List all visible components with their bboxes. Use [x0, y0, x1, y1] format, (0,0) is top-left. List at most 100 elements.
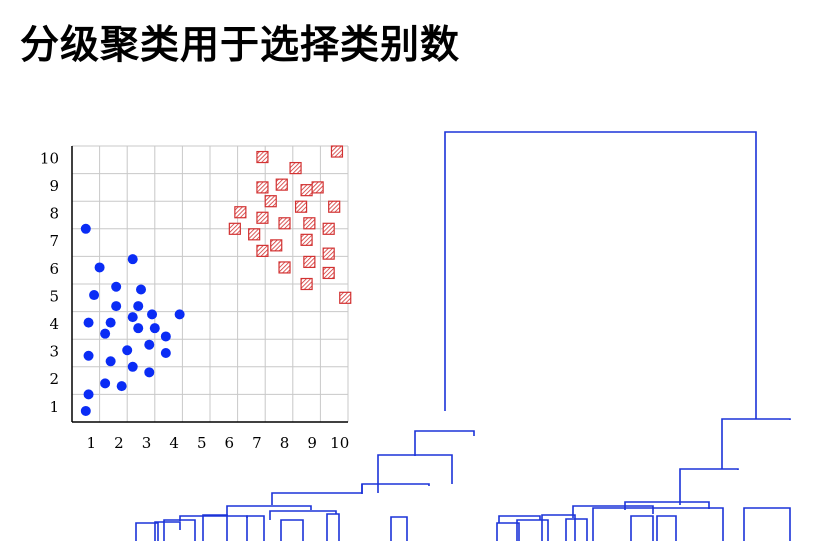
cluster-b-point: [330, 145, 344, 158]
y-tick-label: 6: [49, 260, 59, 278]
cluster-a-point: [80, 223, 91, 234]
plot-axes: [71, 146, 348, 423]
cluster-a-point: [144, 367, 155, 378]
dendrogram-link: [592, 507, 724, 541]
cluster-a-point: [127, 312, 138, 323]
cluster-a-point: [133, 323, 144, 334]
cluster-b-point: [289, 161, 302, 175]
cluster-b-point: [278, 217, 291, 230]
dendrogram-link: [271, 484, 363, 505]
cluster-b-point: [275, 178, 288, 191]
cluster-a-point: [147, 309, 158, 320]
cluster-b-point: [228, 222, 241, 235]
cluster-a-point: [100, 378, 111, 389]
cluster-b-point: [322, 222, 335, 235]
cluster-a-point: [122, 345, 133, 356]
y-tick-labels: 1 2 3 4 5 6 7 8 9 10: [40, 149, 59, 415]
cluster-a-point: [111, 281, 122, 292]
x-tick-labels: 1 2 3 4 5 6 7 8 9 10: [87, 434, 350, 452]
y-tick-label: 4: [49, 315, 59, 333]
dendrogram-link: [721, 418, 791, 469]
data-points: [80, 145, 352, 416]
dendrogram-link: [516, 519, 549, 541]
cluster-a-point: [133, 301, 144, 312]
cluster-a-point: [160, 348, 171, 358]
cluster-b-point: [303, 217, 316, 230]
x-tick-label: 10: [330, 434, 349, 452]
cluster-a-point: [105, 356, 116, 367]
x-tick-label: 2: [114, 434, 124, 452]
dendrogram-link: [163, 519, 196, 541]
dendrogram-link: [414, 430, 475, 456]
dendrogram-link: [679, 468, 739, 505]
dendrogram-link: [630, 515, 654, 541]
cluster-b-point: [270, 239, 283, 252]
dendrogram-link: [572, 505, 654, 518]
cluster-b-point: [300, 233, 313, 246]
y-tick-label: 9: [49, 177, 59, 195]
slide-title: 分级聚类用于选择类别数: [20, 23, 461, 68]
cluster-b-point: [234, 206, 247, 219]
cluster-a-point: [105, 317, 116, 328]
cluster-b-point: [328, 200, 341, 213]
cluster-b-point: [278, 261, 291, 274]
cluster-b-point: [300, 277, 313, 291]
dendrogram-link: [361, 483, 430, 494]
cluster-b-point: [256, 181, 269, 194]
cluster-a-point: [111, 301, 122, 312]
cluster-b-point: [322, 266, 335, 280]
dendrogram-link: [565, 518, 588, 541]
x-tick-label: 9: [307, 434, 317, 452]
x-tick-label: 1: [87, 434, 97, 452]
cluster-b-point: [264, 195, 277, 208]
cluster-b-point: [300, 184, 313, 197]
cluster-a-point: [144, 339, 155, 350]
cluster-b-point: [303, 255, 316, 269]
cluster-b-point: [311, 181, 324, 194]
cluster-a-point: [149, 323, 160, 334]
cluster-a-point: [94, 262, 105, 273]
cluster-b-point: [256, 211, 269, 224]
cluster-a-point: [83, 350, 94, 361]
dendrogram-link: [390, 516, 408, 541]
cluster-b-point: [256, 150, 269, 164]
cluster-b-point: [256, 244, 269, 257]
cluster-a-point: [127, 361, 138, 372]
cluster-a-point: [116, 381, 127, 392]
dendrogram-link: [541, 514, 576, 541]
dendrogram-link: [444, 131, 757, 419]
dendrogram-link: [246, 515, 265, 541]
x-tick-label: 5: [197, 434, 207, 452]
y-tick-label: 10: [40, 149, 59, 167]
dendrogram-link: [326, 513, 340, 541]
dendrogram-link: [135, 522, 159, 541]
cluster-b-point: [248, 228, 261, 241]
dendrogram-link: [202, 514, 228, 541]
dendrogram-link: [226, 505, 312, 516]
cluster-a-point: [127, 254, 138, 265]
dendrogram-link: [280, 519, 304, 541]
x-tick-label: 6: [225, 434, 235, 452]
cluster-a-point: [80, 405, 91, 416]
cluster-a-point: [100, 328, 111, 339]
cluster-a-point: [160, 331, 171, 342]
x-tick-label: 4: [169, 434, 179, 452]
x-tick-label: 3: [142, 434, 152, 452]
y-tick-label: 5: [49, 287, 59, 305]
cluster-a-point: [89, 290, 100, 301]
cluster-a-point: [136, 284, 146, 295]
dendrogram-link: [377, 454, 453, 493]
y-tick-label: 8: [49, 205, 59, 223]
x-tick-label: 7: [252, 434, 262, 452]
dendrogram-link: [656, 515, 677, 541]
dendrogram-link: [743, 507, 791, 541]
cluster-a-point: [83, 317, 94, 328]
y-tick-label: 3: [49, 343, 59, 361]
cluster-a-point: [174, 309, 185, 320]
dendrogram-link: [269, 510, 337, 520]
cluster-a-point: [83, 389, 94, 400]
y-tick-label: 1: [49, 398, 59, 416]
dendrogram-link: [154, 521, 181, 541]
